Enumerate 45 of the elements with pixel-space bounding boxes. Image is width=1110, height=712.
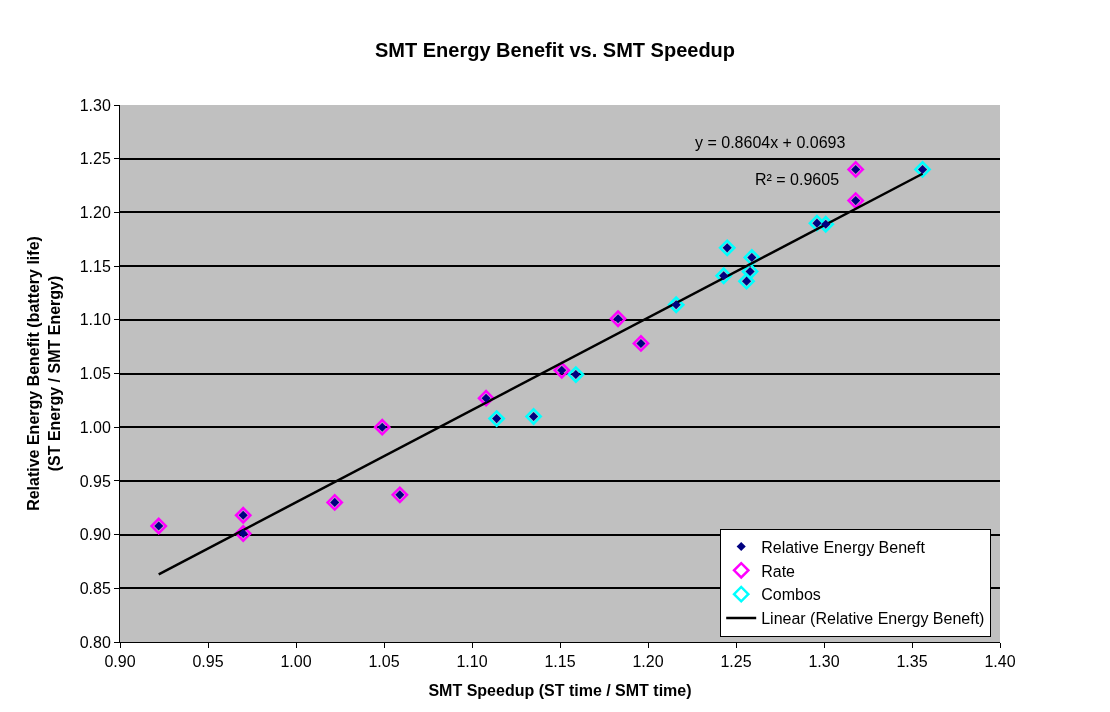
point: [718, 239, 736, 257]
legend-label: Relative Energy Beneft: [761, 538, 926, 556]
y-tick-label: 0.95: [79, 472, 111, 490]
point: [391, 486, 409, 504]
y-tick-label: 1.30: [79, 96, 111, 114]
y-tick-label: 1.15: [79, 257, 111, 275]
y-axis-title: Relative Energy Benefit (battery life) (ST Energy / SMT Energy): [24, 236, 63, 511]
annotation: R² = 0.9605: [755, 171, 840, 188]
x-tick-label: 1.25: [720, 653, 752, 671]
legend-label: Linear (Relative Energy Beneft): [761, 610, 985, 628]
x-tick-label: 1.05: [368, 653, 400, 671]
y-tick-label: 0.80: [79, 633, 111, 651]
y-tick-label: 1.20: [79, 204, 111, 221]
y-tick-label: 1.05: [79, 365, 111, 383]
x-tick-label: 0.90: [104, 653, 136, 671]
x-tick-label: 1.15: [544, 653, 576, 671]
x-tick-label: 1.35: [896, 653, 928, 671]
point: [326, 493, 344, 511]
y-tick-label: 0.90: [79, 526, 111, 544]
x-tick-label: 1.00: [280, 653, 312, 671]
y-tick-label: 1.00: [79, 418, 111, 436]
point: [234, 506, 252, 524]
point: [488, 410, 506, 428]
x-tick-label: 0.95: [192, 653, 224, 671]
y-tick-label: 1.25: [79, 150, 111, 168]
x-tick-label: 1.40: [984, 653, 1016, 671]
x-tick-label: 1.20: [632, 653, 664, 671]
legend-label: Rate: [761, 562, 796, 580]
y-tick-label: 0.85: [79, 579, 111, 597]
point: [609, 310, 627, 328]
legend-label: Combos: [761, 586, 821, 604]
point: [567, 366, 585, 383]
x-tick-label: 1.10: [456, 653, 488, 671]
chart-title: SMT Energy Benefit vs. SMT Speedup: [374, 38, 736, 61]
x-tick-label: 1.30: [808, 653, 840, 671]
y-tick-label: 1.10: [79, 311, 111, 329]
x-axis-title: SMT Speedup (ST time / SMT time): [428, 681, 692, 699]
point: [914, 161, 931, 178]
annotation: y = 0.8604x + 0.0693: [695, 134, 846, 151]
point: [632, 335, 650, 352]
point: [150, 517, 168, 535]
point: [847, 161, 865, 178]
point: [373, 418, 391, 436]
point: [525, 408, 542, 425]
point: [738, 272, 755, 290]
